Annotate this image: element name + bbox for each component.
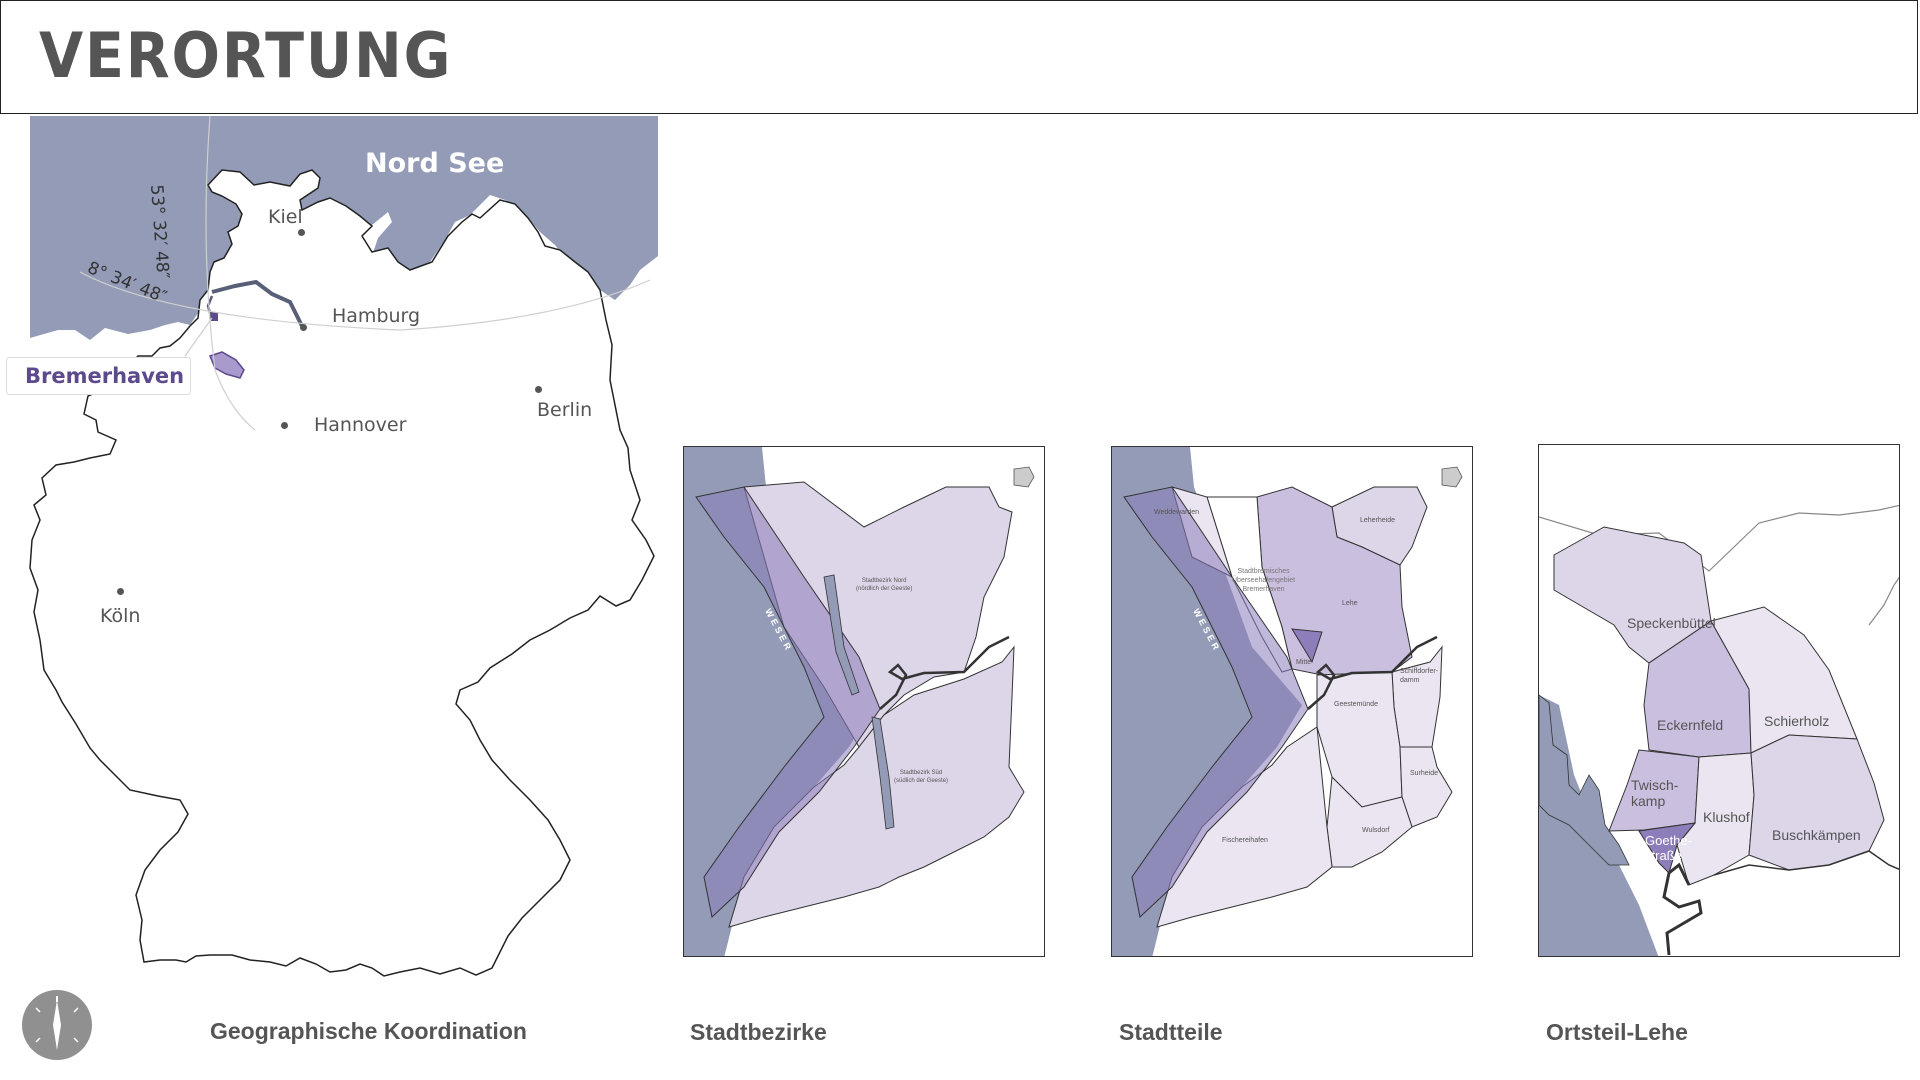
city-label: Berlin xyxy=(537,399,593,421)
label-fischereihafen: Fischereihafen xyxy=(1222,837,1268,844)
label-schiffdorferdamm-2: damm xyxy=(1400,677,1420,684)
label-ueberseehafen-2: Überseehafengebiet xyxy=(1232,577,1296,584)
southern-boundary xyxy=(1713,850,1899,876)
district-north-name: Stadtbezirk Nord xyxy=(861,578,907,584)
city-dot xyxy=(298,229,305,236)
city-hannover: Hannover xyxy=(314,414,406,436)
header-bar: VERORTUNG xyxy=(0,0,1918,114)
bremerhaven-marker xyxy=(211,312,218,321)
label-ueberseehafen: Stadtbremisches Überseehafengebiet Breme… xyxy=(1232,567,1295,594)
label-goethestrasse-2: straße xyxy=(1645,848,1682,863)
stadtbezirke-map[interactable]: WESER Stadtbezirk Nord (nördlich der Gee… xyxy=(683,446,1045,957)
longitude-line xyxy=(79,271,651,331)
outer-boundary-line-2 xyxy=(1868,576,1899,626)
latitude-line xyxy=(205,115,256,431)
city-koeln: Köln xyxy=(100,605,140,627)
label-schierholz: Schierholz xyxy=(1764,713,1830,729)
geeste-river xyxy=(1307,635,1438,710)
caption-ortsteil-lehe: Ortsteil-Lehe xyxy=(1546,1019,1688,1045)
caption-stadtteile: Stadtteile xyxy=(1119,1019,1223,1045)
page-title: VERORTUNG xyxy=(39,19,453,92)
city-dot xyxy=(281,422,288,429)
city-label: Köln xyxy=(100,605,141,627)
label-weddewarden: Weddewarden xyxy=(1154,509,1200,516)
city-label: Kiel xyxy=(268,206,303,228)
stadtteile-map-drawing xyxy=(1112,447,1463,956)
label-wulsdorf: Wulsdorf xyxy=(1362,827,1390,834)
stadtbezirke-map-drawing xyxy=(684,447,1035,956)
overview-map[interactable] xyxy=(0,114,680,1014)
label-goethestrasse-1: Goethe- xyxy=(1645,833,1692,848)
geeste-river xyxy=(1662,862,1703,956)
label-twischkamp-1: Twisch- xyxy=(1631,777,1679,793)
compass-icon xyxy=(22,990,92,1060)
city-kiel: Kiel xyxy=(268,206,303,228)
weser-river xyxy=(206,295,214,321)
geeste-river xyxy=(879,635,1010,710)
label-geestemuende: Geestemünde xyxy=(1334,701,1378,708)
label-twischkamp: Twisch- kamp xyxy=(1631,777,1678,809)
label-surheide: Surheide xyxy=(1410,770,1439,777)
district-north-label: Stadtbezirk Nord (nördlich der Geeste) xyxy=(856,577,912,593)
label-mitte: Mitte xyxy=(1296,659,1312,666)
river-area xyxy=(1112,447,1302,956)
city-label: Hamburg xyxy=(332,305,421,327)
city-dot xyxy=(300,324,307,331)
ortsteil-map-drawing xyxy=(1539,504,1899,956)
stadtteile-map[interactable]: WESER Weddewarden Leherheide Stadtbremis… xyxy=(1111,446,1473,957)
compass-needle-icon xyxy=(35,996,79,1050)
weser-highlight xyxy=(695,486,881,918)
bremerhaven-label-box: Bremerhaven xyxy=(6,357,191,395)
district-north-sub: (nördlich der Geeste) xyxy=(856,586,913,592)
bremen-highlight xyxy=(208,351,245,379)
label-eckernfeld: Eckernfeld xyxy=(1657,717,1724,733)
harbor-basin xyxy=(823,574,860,696)
sea-label: Nord See xyxy=(365,148,505,179)
callout-line xyxy=(184,317,213,357)
city-label: Hannover xyxy=(314,414,407,436)
label-schiffdorferdamm-1: Schiffdorfer- xyxy=(1400,668,1438,675)
label-klushof: Klushof xyxy=(1703,809,1750,825)
district-goethestrasse xyxy=(1638,822,1697,874)
district-south-sub: (südlich der Geeste) xyxy=(894,778,949,784)
label-ueberseehafen-1: Stadtbremisches xyxy=(1237,568,1290,575)
harbor-basin-south xyxy=(871,716,895,830)
label-goethestrasse: Goethe- straße xyxy=(1645,833,1692,863)
city-dot xyxy=(535,386,542,393)
city-mark-icon xyxy=(1013,466,1035,488)
label-leherheide: Leherheide xyxy=(1360,517,1396,524)
label-schiffdorferdamm: Schiffdorfer- damm xyxy=(1400,667,1438,685)
weser-highlight xyxy=(1123,486,1309,918)
river-area xyxy=(684,447,874,956)
caption-geographische-koordination: Geographische Koordination xyxy=(210,1018,527,1044)
city-dot xyxy=(117,588,124,595)
caption-stadtbezirke: Stadtbezirke xyxy=(690,1019,827,1045)
ortsteil-lehe-map[interactable]: Speckenbüttel Eckernfeld Schierholz Twis… xyxy=(1538,444,1900,957)
district-geestemuende xyxy=(1316,671,1403,808)
label-buschkaempen: Buschkämpen xyxy=(1772,827,1861,843)
district-south-label: Stadtbezirk Süd (südlich der Geeste) xyxy=(894,769,948,785)
label-speckenbuettel: Speckenbüttel xyxy=(1627,615,1716,631)
label-twischkamp-2: kamp xyxy=(1631,793,1666,809)
district-buschkaempen xyxy=(1748,734,1885,871)
elbe-river xyxy=(211,279,304,327)
district-south-name: Stadtbezirk Süd xyxy=(899,770,943,776)
city-berlin: Berlin xyxy=(537,399,592,421)
harbor-basins xyxy=(1539,694,1630,866)
district-mitte xyxy=(1291,628,1323,664)
city-mark-icon xyxy=(1441,466,1463,488)
bremerhaven-label: Bremerhaven xyxy=(25,364,185,388)
city-hamburg: Hamburg xyxy=(332,305,420,327)
label-lehe: Lehe xyxy=(1342,600,1358,607)
river-area xyxy=(1539,695,1659,956)
label-ueberseehafen-3: Bremerhaven xyxy=(1242,586,1285,593)
